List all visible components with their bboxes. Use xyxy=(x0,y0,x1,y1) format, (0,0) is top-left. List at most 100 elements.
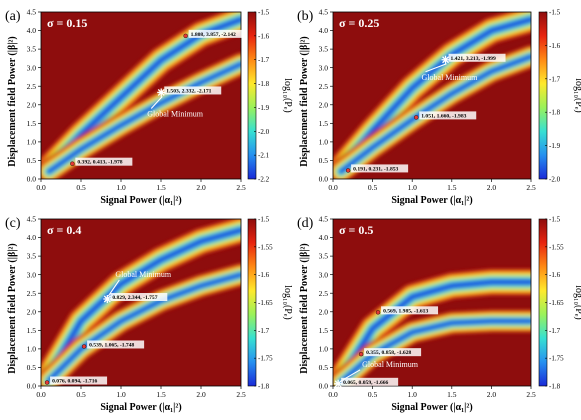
heatmap xyxy=(41,219,241,386)
y-tick-label: 3.5 xyxy=(319,45,329,54)
y-tick-label: 2.0 xyxy=(27,307,37,316)
y-tick-label: 4.0 xyxy=(27,26,37,35)
annotation-text: Global Minimum xyxy=(362,360,419,369)
y-tick-label: 1.5 xyxy=(319,119,329,128)
plot-frame xyxy=(40,218,242,387)
x-tick-label: 1.0 xyxy=(116,390,126,399)
annotation-arrow xyxy=(150,96,163,109)
global-minimum-marker xyxy=(103,295,112,304)
colorbar-tick-label: -1.5 xyxy=(258,216,270,224)
y-tick-label: 0.0 xyxy=(319,382,329,391)
point-label-box xyxy=(164,86,222,95)
colorbar-tick-label: -1.5 xyxy=(549,9,561,17)
x-tick-label: 2.0 xyxy=(487,183,497,192)
x-tick-label: 0.5 xyxy=(76,183,86,192)
heatmap-band xyxy=(46,228,241,377)
annotation-arrow xyxy=(340,369,361,382)
x-tick-label: 1.5 xyxy=(156,390,166,399)
x-tick-label: 2.5 xyxy=(236,183,246,192)
y-tick-label: 0.5 xyxy=(319,156,329,165)
y-tick-label: 2.5 xyxy=(27,289,37,298)
y-tick-label: 2.5 xyxy=(319,289,329,298)
panel-label: (c) xyxy=(5,216,21,231)
y-tick-label: 0.5 xyxy=(27,363,37,372)
colorbar-tick-label: -1.7 xyxy=(549,75,561,83)
heatmap xyxy=(333,267,531,386)
y-tick-label: 4.5 xyxy=(319,8,329,17)
chart-panel-4: 0.0 0.5 1.0 1.5 2.0 2.5 0.0 0.5 1.0 1.5 2.0 2.5 3.0 3… xyxy=(297,215,581,413)
heatmap xyxy=(41,12,241,179)
y-tick-label: 0.0 xyxy=(27,175,37,184)
y-tick-label: 0.5 xyxy=(27,156,37,165)
x-tick-label: 0.0 xyxy=(328,183,338,192)
x-tick-label: 1.5 xyxy=(447,390,457,399)
heatmap-band xyxy=(47,272,241,383)
x-tick-label: 2.5 xyxy=(526,183,536,192)
panel-label: (a) xyxy=(5,9,21,24)
colorbar-tick-label: -2.2 xyxy=(258,176,270,184)
y-tick-label: 4.0 xyxy=(319,233,329,242)
y-tick-label: 4.0 xyxy=(319,26,329,35)
y-tick-label: 4.5 xyxy=(27,215,37,224)
colorbar-tick-label: -1.75 xyxy=(258,355,273,363)
point-label-box xyxy=(50,376,108,385)
annotation-text: Global Minimum xyxy=(422,73,479,82)
x-axis-label: Signal Power (|α₁|²) xyxy=(100,195,181,206)
y-tick-label: 4.5 xyxy=(319,215,329,224)
colorbar-tick-label: -1.9 xyxy=(258,104,270,112)
colorbar-tick-label: -1.8 xyxy=(549,383,561,391)
point-label-box xyxy=(87,340,145,349)
colorbar-tick-label: -2.0 xyxy=(549,176,561,184)
local-minimum-marker xyxy=(375,310,381,315)
colorbar-tick-label: -1.6 xyxy=(258,32,270,40)
heatmap-band xyxy=(339,319,531,385)
colorbar-tick-label: -1.7 xyxy=(549,327,561,335)
x-tick-label: 2.5 xyxy=(236,390,246,399)
annotation-text: Global Minimum xyxy=(147,109,204,118)
y-tick-label: 3.0 xyxy=(27,63,37,72)
annotation-text: Global Minimum xyxy=(115,270,172,279)
y-tick-label: 2.0 xyxy=(27,100,37,109)
x-axis-label: Signal Power (|α₁|²) xyxy=(100,402,181,413)
colorbar-tick-label: -1.65 xyxy=(258,299,273,307)
y-tick-label: 0.5 xyxy=(319,363,329,372)
point-label: 0.191, 0.231, -1.853 xyxy=(353,166,398,172)
panel-label: (b) xyxy=(297,9,314,24)
y-tick-label: 1.0 xyxy=(319,344,329,353)
point-label: 0.539, 1.065, -1.748 xyxy=(89,342,134,348)
y-tick-label: 2.0 xyxy=(319,100,329,109)
y-tick-label: 3.0 xyxy=(319,63,329,72)
point-label-box xyxy=(351,164,409,173)
y-tick-label: 1.0 xyxy=(319,137,329,146)
colorbar-tick-label: -1.55 xyxy=(258,243,273,251)
x-tick-label: 1.0 xyxy=(116,183,126,192)
heatmap-band xyxy=(339,54,531,174)
y-tick-label: 3.0 xyxy=(27,270,37,279)
local-minimum-marker xyxy=(81,344,87,349)
colorbar-tick-label: -1.7 xyxy=(258,327,270,335)
colorbar-tick-label: -1.8 xyxy=(258,80,270,88)
panel-title: σ = 0.5 xyxy=(339,223,373,237)
point-label-box xyxy=(75,157,133,166)
point-label-box xyxy=(381,306,439,315)
point-label: 1.808, 3.857, -2.142 xyxy=(191,32,236,38)
y-tick-label: 1.0 xyxy=(27,137,37,146)
y-tick-label: 0.0 xyxy=(27,382,37,391)
colorbar-label: log₁₀(Pₑ) xyxy=(573,285,581,320)
panel-title: σ = 0.25 xyxy=(339,16,379,30)
colorbar-label: log₁₀(Pₑ) xyxy=(573,78,581,113)
y-tick-label: 4.0 xyxy=(27,233,37,242)
local-minimum-marker xyxy=(414,115,419,120)
x-tick-label: 0.0 xyxy=(36,390,46,399)
x-tick-label: 2.0 xyxy=(196,390,206,399)
y-tick-label: 1.0 xyxy=(27,344,37,353)
point-label: 0.355, 0.858, -1.628 xyxy=(366,350,411,356)
point-label-box xyxy=(110,293,168,302)
point-label: 1.421, 3.213, -1.999 xyxy=(451,56,496,62)
local-minimum-marker xyxy=(44,380,50,385)
x-axis-label: Signal Power (|α₁|²) xyxy=(391,195,472,206)
x-tick-label: 1.5 xyxy=(156,183,166,192)
y-tick-label: 3.0 xyxy=(319,270,329,279)
point-label: 0.569, 1.985, -1.613 xyxy=(383,308,428,314)
colorbar-tick-label: -2.1 xyxy=(258,152,270,160)
